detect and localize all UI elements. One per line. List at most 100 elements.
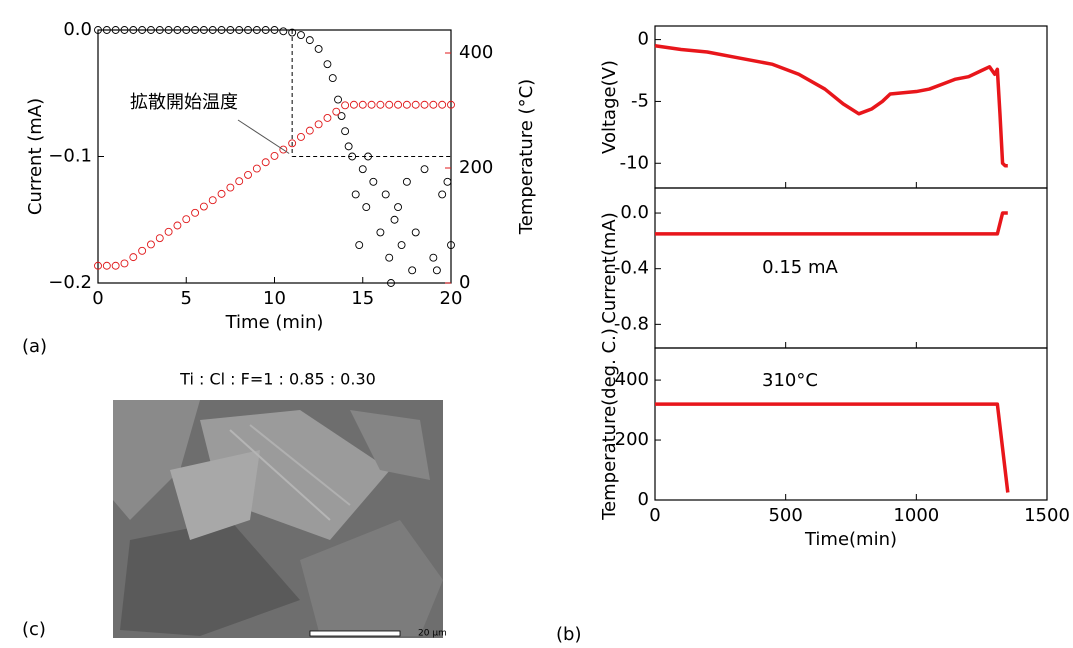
data-point	[403, 178, 410, 185]
data-point	[395, 101, 402, 108]
data-point	[227, 184, 234, 191]
data-point	[200, 203, 207, 210]
data-point	[130, 254, 137, 261]
data-point	[391, 216, 398, 223]
data-point	[421, 101, 428, 108]
scale-bar-label: 20 μm	[418, 629, 447, 639]
data-point	[218, 190, 225, 197]
data-point	[280, 28, 287, 35]
y-axis-label: Current(mA)	[599, 212, 620, 324]
annotation-arrow	[238, 120, 289, 154]
data-point	[306, 127, 313, 134]
data-point	[121, 260, 128, 267]
y2-tick-label: 0	[459, 272, 470, 293]
data-point	[382, 191, 389, 198]
figure: (a) (b) (c) Ti : Cl : F=1 : 0.85 : 0.30 …	[0, 0, 1073, 644]
data-point	[342, 102, 349, 109]
data-point	[342, 128, 349, 135]
data-point	[377, 229, 384, 236]
image-caption: Ti : Cl : F=1 : 0.85 : 0.30	[179, 370, 376, 389]
panel-label: (c)	[22, 619, 46, 640]
data-point	[315, 121, 322, 128]
data-point	[433, 267, 440, 274]
x-tick-label: 500	[768, 505, 802, 526]
sem-image	[113, 400, 443, 638]
data-point	[271, 152, 278, 159]
data-point	[356, 242, 363, 249]
data-point	[156, 235, 163, 242]
data-point	[333, 108, 340, 115]
y2-tick-label: 200	[459, 157, 493, 178]
x-axis-label: Time(min)	[804, 529, 897, 550]
data-point	[297, 133, 304, 140]
data-point	[444, 178, 451, 185]
data-point	[329, 75, 336, 82]
data-point	[253, 165, 260, 172]
panel-label: (b)	[556, 624, 581, 644]
x-tick-label: 0	[92, 288, 103, 309]
data-point	[297, 32, 304, 39]
data-point	[192, 209, 199, 216]
data-point	[174, 222, 181, 229]
data-point	[315, 45, 322, 52]
data-point	[370, 178, 377, 185]
data-point	[112, 262, 119, 269]
data-point	[209, 197, 216, 204]
data-point	[103, 262, 110, 269]
data-point	[409, 267, 416, 274]
data-point	[377, 101, 384, 108]
data-point	[412, 101, 419, 108]
annotation: 310°C	[762, 370, 818, 391]
data-line	[655, 404, 1008, 492]
data-point	[183, 216, 190, 223]
x-axis-label: Time (min)	[225, 312, 324, 333]
x-tick-label: 0	[649, 505, 660, 526]
data-point	[421, 166, 428, 173]
data-point	[324, 114, 331, 121]
data-point	[368, 101, 375, 108]
data-point	[165, 228, 172, 235]
data-line	[655, 46, 1008, 166]
y-tick-label: -5	[631, 90, 649, 111]
x-tick-label: 5	[181, 288, 192, 309]
y2-tick-label: 400	[459, 42, 493, 63]
y-tick-label: −0.2	[48, 272, 92, 293]
y-tick-label: 0.0	[63, 19, 92, 40]
plot-frame	[655, 188, 1047, 348]
data-point	[324, 61, 331, 68]
y-tick-label: 0.0	[620, 202, 649, 223]
data-point	[345, 143, 352, 150]
x-tick-label: 15	[351, 288, 374, 309]
data-point	[412, 229, 419, 236]
data-point	[398, 242, 405, 249]
data-point	[395, 204, 402, 211]
y-tick-label: 0	[638, 29, 649, 50]
data-point	[147, 241, 154, 248]
plot-frame	[655, 348, 1047, 500]
data-point	[439, 191, 446, 198]
data-point	[439, 101, 446, 108]
data-line	[655, 213, 1008, 234]
y-tick-label: −0.1	[48, 146, 92, 167]
x-tick-label: 1000	[893, 505, 939, 526]
data-point	[386, 254, 393, 261]
x-tick-label: 1500	[1024, 505, 1070, 526]
data-point	[139, 247, 146, 254]
data-point	[352, 191, 359, 198]
data-point	[386, 101, 393, 108]
data-point	[430, 254, 437, 261]
data-point	[236, 178, 243, 185]
annotation: 0.15 mA	[762, 257, 838, 278]
panel-label: (a)	[22, 336, 47, 357]
y-axis-label: Current (mA)	[25, 98, 46, 215]
y-tick-label: 0	[638, 489, 649, 510]
y-tick-label: -10	[620, 152, 649, 173]
x-tick-label: 10	[263, 288, 286, 309]
data-point	[359, 166, 366, 173]
y-axis-label: Voltage(V)	[599, 60, 620, 154]
data-point	[359, 101, 366, 108]
data-point	[350, 101, 357, 108]
y2-axis-label: Temperature (°C)	[516, 79, 537, 235]
data-point	[245, 171, 252, 178]
annotation: 拡散開始温度	[130, 92, 238, 113]
